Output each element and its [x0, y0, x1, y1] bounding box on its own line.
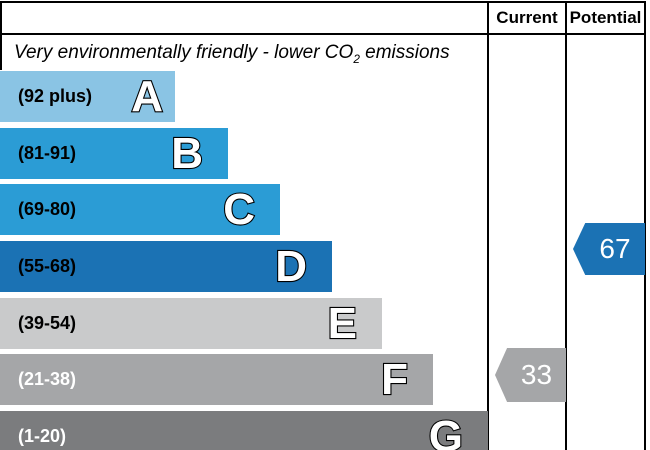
- band-range-label: (69-80): [18, 199, 77, 219]
- rating-band: (92 plus) A: [0, 71, 175, 122]
- band-range-label: (55-68): [18, 256, 77, 276]
- chart-title-subscript: 2: [353, 52, 360, 66]
- potential-rating-arrow: 67: [573, 223, 645, 275]
- band-range-label: (39-54): [18, 313, 77, 333]
- current-rating-value: 33: [520, 359, 553, 390]
- current-rating-arrow: 33: [495, 348, 566, 402]
- current-column-divider: [487, 1, 489, 450]
- chart-title: Very environmentally friendly - lower CO…: [14, 37, 450, 69]
- rating-band: (81-91) B: [0, 128, 228, 179]
- band-letter: G: [428, 411, 464, 450]
- rating-band: (39-54) E: [0, 298, 382, 349]
- potential-column-header: Potential: [569, 8, 642, 27]
- band-range-label: (92 plus): [18, 86, 93, 106]
- band-letter: A: [130, 71, 164, 121]
- table-right-border: [644, 1, 646, 450]
- rating-band: (21-38) F: [0, 354, 433, 405]
- header-bottom-border: [0, 33, 646, 35]
- band-letter: C: [222, 184, 256, 234]
- band-letter: E: [327, 298, 359, 348]
- band-letter: F: [380, 354, 409, 404]
- table-left-border: [0, 1, 2, 70]
- potential-rating-value: 67: [599, 233, 631, 264]
- chart-title-text: Very environmentally friendly - lower CO: [14, 42, 354, 63]
- band-range-label: (1-20): [18, 426, 67, 446]
- table-top-border: [0, 1, 646, 3]
- band-range-label: (81-91): [18, 143, 77, 163]
- band-letter: B: [170, 128, 204, 178]
- band-range-label: (21-38): [18, 369, 77, 389]
- band-letter: D: [274, 241, 308, 291]
- rating-band: (55-68) D: [0, 241, 332, 292]
- potential-column-divider: [565, 1, 567, 450]
- chart-title-text-end: emissions: [359, 42, 450, 63]
- rating-band: (1-20) G: [0, 411, 488, 450]
- current-column-header: Current: [496, 8, 558, 27]
- rating-band: (69-80) C: [0, 184, 280, 235]
